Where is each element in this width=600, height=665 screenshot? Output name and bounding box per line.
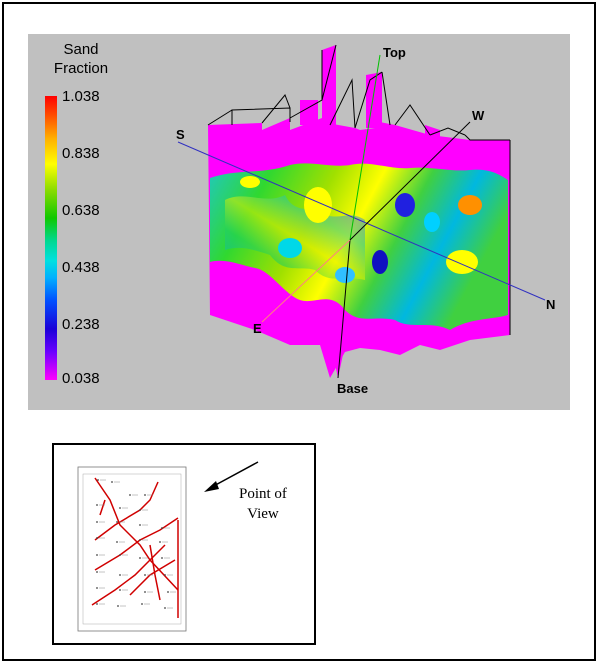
- top-axis: [349, 54, 381, 241]
- sand-fraction-colorbar: [45, 96, 57, 380]
- fence-diagram: [177, 44, 546, 379]
- well-tick-marks: [99, 479, 176, 609]
- legend-title-line1: Sand: [63, 41, 99, 58]
- point-of-view-label: Point of View: [239, 484, 287, 524]
- legend-tick-0038: 0.038: [62, 370, 100, 387]
- legend-tick-0438: 0.438: [62, 259, 100, 276]
- base-map-inner-border: [82, 473, 182, 625]
- legend-tick-0838: 0.838: [62, 145, 100, 162]
- well-dots: [96, 479, 169, 609]
- point-of-view-arrow-icon: [204, 461, 259, 492]
- legend-title: Sand Fraction: [46, 40, 116, 78]
- label-base: Base: [337, 381, 369, 396]
- south-north-axis: [177, 141, 546, 301]
- legend-tick-0638: 0.638: [62, 202, 100, 219]
- west-axis: [349, 121, 471, 241]
- fence-panels-sand: [210, 163, 508, 330]
- label-east: E: [253, 321, 262, 336]
- label-top: Top: [383, 45, 406, 60]
- east-axis: [261, 239, 351, 323]
- point-of-view-line1: Point of: [239, 486, 287, 502]
- label-south: S: [176, 127, 185, 142]
- base-axis: [337, 239, 351, 379]
- legend-tick-1038: 1.038: [62, 88, 100, 105]
- point-of-view-line2: View: [247, 506, 279, 522]
- base-map-border: [77, 466, 187, 632]
- legend-title-line2: Fraction: [53, 60, 109, 77]
- fence-panel-outlines: [207, 44, 511, 335]
- legend-tick-0238: 0.238: [62, 316, 100, 333]
- label-north: N: [546, 297, 556, 312]
- label-west: W: [472, 108, 485, 123]
